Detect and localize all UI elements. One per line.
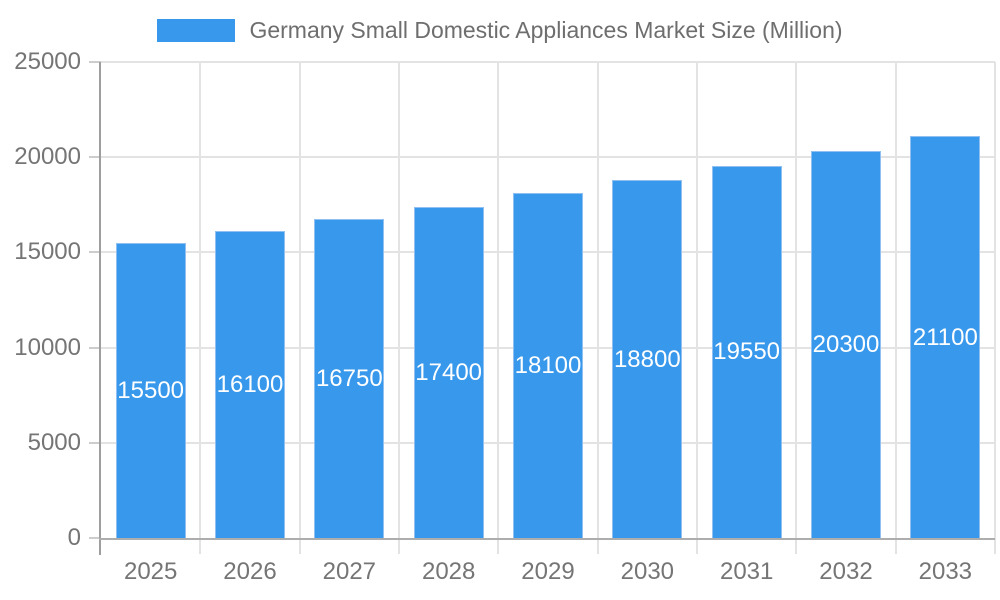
x-axis-tick-label: 2030 <box>620 558 675 585</box>
x-axis-line <box>99 538 995 540</box>
y-axis-line <box>99 62 101 555</box>
y-axis-tick <box>89 441 101 444</box>
bar-2030[interactable]: 18800 <box>612 180 683 538</box>
bar-value-label: 16750 <box>315 365 383 393</box>
x-gridline <box>894 62 897 554</box>
x-axis-tick-label: 2028 <box>421 558 476 585</box>
x-axis-tick-label: 2025 <box>123 558 178 585</box>
legend-swatch-icon <box>157 19 236 42</box>
y-axis-tick <box>89 251 101 254</box>
x-gridline <box>994 62 996 554</box>
x-gridline <box>199 62 202 554</box>
bar-value-label: 17400 <box>415 358 483 386</box>
bar-value-label: 21100 <box>912 323 978 351</box>
x-gridline <box>298 62 301 554</box>
y-gridline <box>101 156 995 159</box>
x-gridline <box>596 62 599 554</box>
y-gridline <box>101 61 995 63</box>
x-gridline <box>497 62 500 554</box>
bar-2027[interactable]: 16750 <box>314 219 385 538</box>
x-axis-tick-label: 2032 <box>819 558 873 585</box>
x-axis-tick-label: 2031 <box>719 558 774 585</box>
bar-value-label: 18100 <box>514 352 582 380</box>
x-gridline <box>795 62 798 554</box>
bar-2031[interactable]: 19550 <box>711 165 782 538</box>
bar-2028[interactable]: 17400 <box>413 206 484 538</box>
y-axis-tick-label: 0 <box>67 524 81 551</box>
x-axis-tick-label: 2033 <box>918 558 973 585</box>
bar-value-label: 20300 <box>812 331 880 359</box>
bar-2025[interactable]: 15500 <box>115 242 186 538</box>
y-axis-tick-label: 15000 <box>14 238 81 266</box>
y-axis-tick-label: 10000 <box>14 333 81 361</box>
y-axis-tick <box>89 346 101 349</box>
y-axis-tick-label: 5000 <box>27 428 81 456</box>
x-gridline <box>696 62 698 554</box>
legend-label: Germany Small Domestic Appliances Market… <box>249 17 843 43</box>
bar-2033[interactable]: 21100 <box>910 136 981 538</box>
y-axis-tick-label: 20000 <box>14 143 81 171</box>
legend-item[interactable]: Germany Small Domestic Appliances Market… <box>0 17 1000 44</box>
x-axis-tick-label: 2026 <box>223 558 277 585</box>
bar-value-label: 15500 <box>117 376 185 404</box>
bar-2026[interactable]: 16100 <box>215 231 285 538</box>
y-axis-tick <box>89 156 101 159</box>
y-axis-tick-label: 25000 <box>14 48 81 75</box>
bar-value-label: 16100 <box>216 371 284 399</box>
x-axis-tick-label: 2029 <box>521 558 575 585</box>
x-axis-tick-label: 2027 <box>322 558 377 585</box>
bar-value-label: 19550 <box>713 338 781 366</box>
y-axis-tick <box>89 61 101 63</box>
bar-2032[interactable]: 20300 <box>811 151 881 538</box>
x-gridline <box>398 62 400 554</box>
y-axis-tick <box>89 537 101 539</box>
bar-value-label: 18800 <box>613 345 681 373</box>
bar-2029[interactable]: 18100 <box>513 193 583 538</box>
